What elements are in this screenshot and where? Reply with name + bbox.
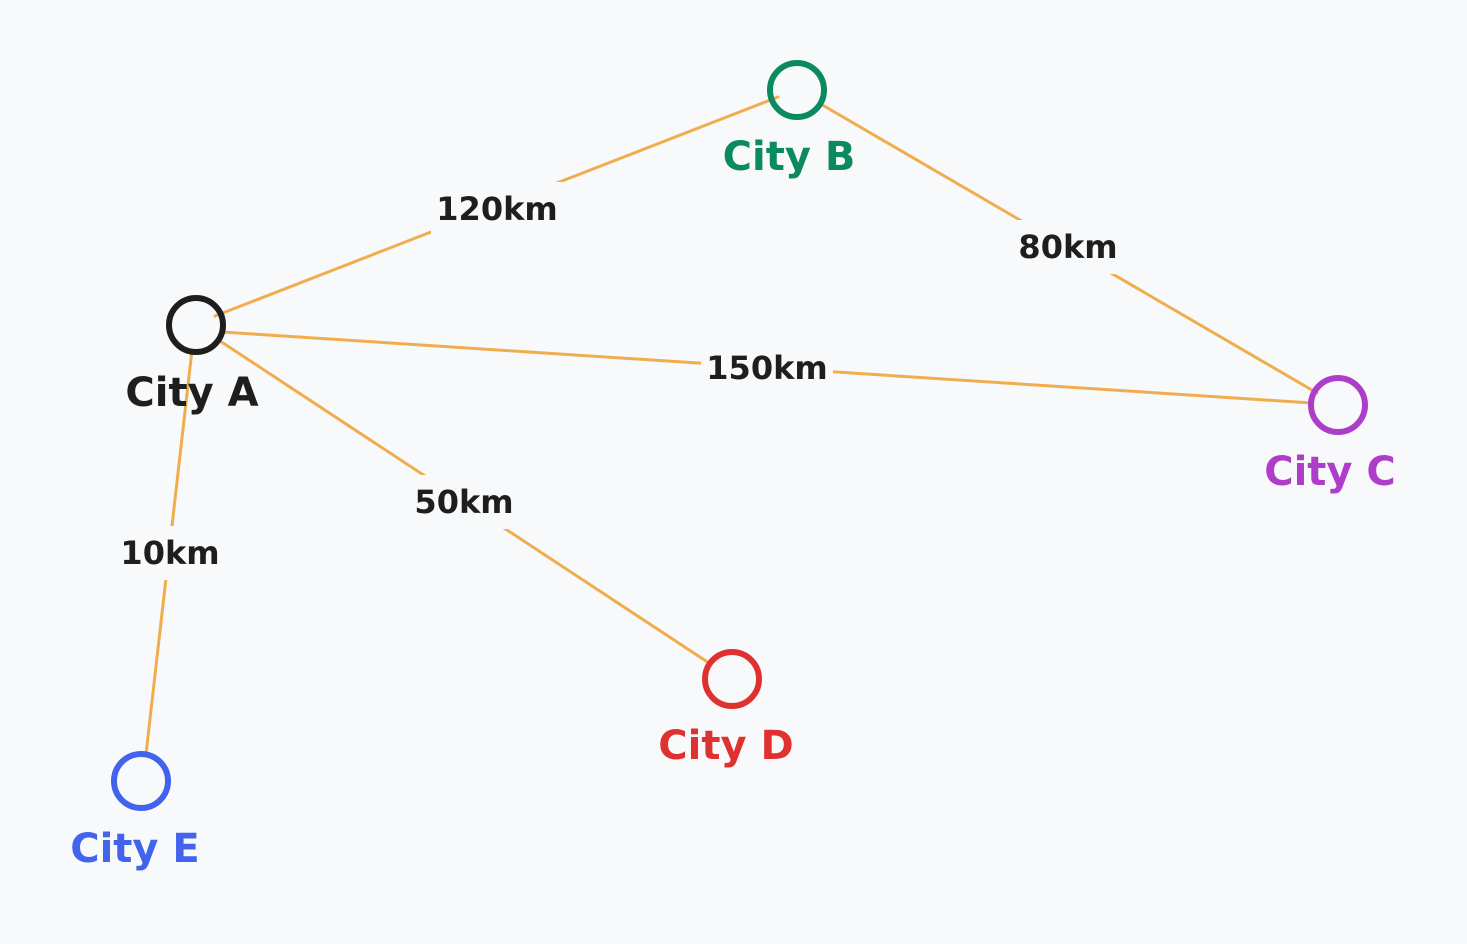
edge-distance-label: 120km [436, 190, 557, 228]
node-circle [111, 751, 171, 811]
node-city-e: City E [70, 751, 200, 872]
edge-distance-label: 80km [1018, 228, 1117, 266]
node-circle [1308, 375, 1368, 435]
node-circle [166, 295, 226, 355]
edge-distance-label: 150km [706, 349, 827, 387]
node-label: City A [125, 370, 258, 416]
node-city-a: City A [125, 295, 259, 416]
edge-label-background [1013, 220, 1123, 274]
node-city-b: City B [723, 60, 856, 180]
edge-b-c: 80km [817, 101, 1319, 395]
edge-distance-label: 10km [120, 534, 219, 572]
edge-a-e: 10km [120, 348, 220, 756]
node-city-d: City D [658, 649, 794, 769]
node-label: City E [70, 826, 200, 872]
edge-a-b: 120km [213, 95, 780, 318]
edge-a-c: 150km [220, 330, 1314, 405]
edge-label-background [409, 475, 519, 529]
node-circle [767, 60, 827, 120]
edge-label-background [431, 182, 563, 236]
edges-layer: 120km 80km 150km 50km 10km [120, 95, 1319, 756]
edge-distance-label: 50km [414, 483, 513, 521]
edge-label-background [120, 526, 220, 580]
node-circle [702, 649, 762, 709]
node-city-c: City C [1264, 375, 1396, 495]
edge-a-d: 50km [215, 337, 711, 665]
nodes-layer: City A City B City C City D City E [70, 60, 1396, 872]
node-label: City B [723, 134, 856, 180]
edge-label-background [701, 341, 833, 395]
node-label: City D [658, 723, 793, 769]
node-label: City C [1264, 449, 1396, 495]
